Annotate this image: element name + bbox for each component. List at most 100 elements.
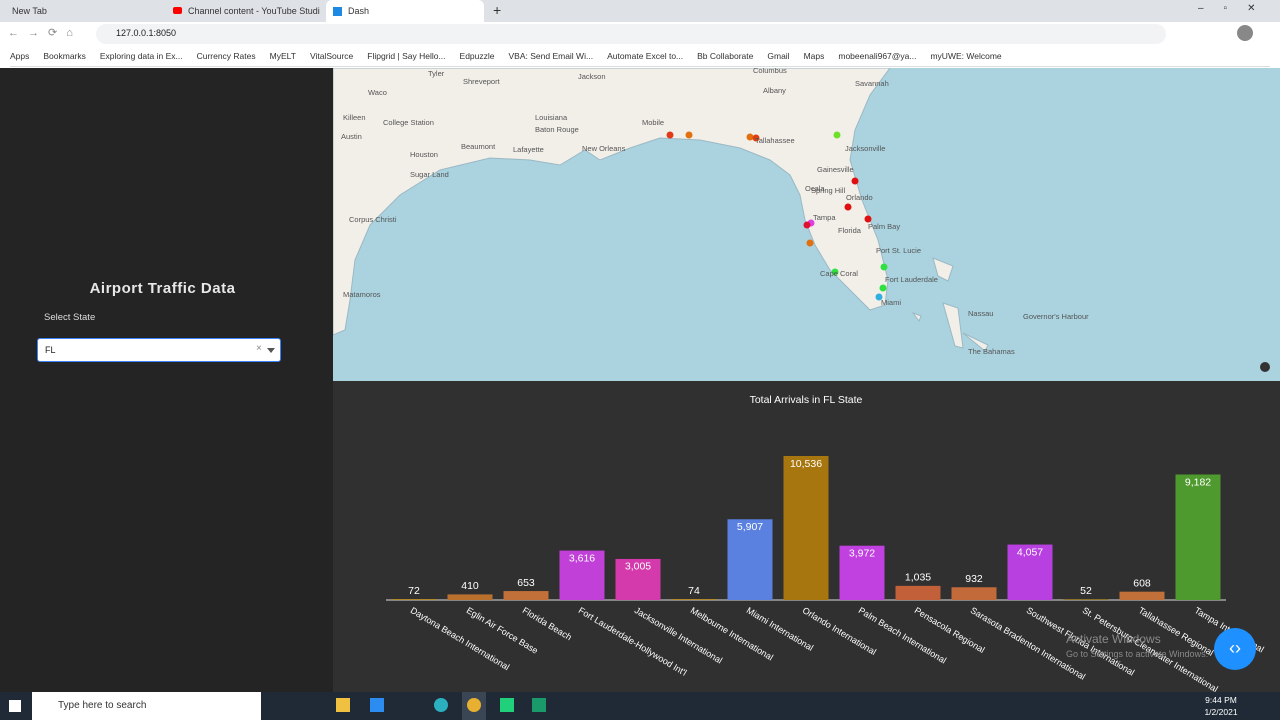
bahamas bbox=[911, 257, 989, 352]
map-label: Lafayette bbox=[513, 145, 544, 154]
map[interactable]: Tyler Shreveport Jackson Columbus Albany Sava… bbox=[333, 68, 1280, 381]
tab[interactable]: Channel content - YouTube Studi bbox=[188, 6, 320, 16]
value-label: 72 bbox=[408, 585, 420, 597]
map-label: Matamoros bbox=[343, 290, 381, 299]
airport-dot[interactable] bbox=[803, 221, 811, 229]
airport-dot[interactable] bbox=[806, 239, 814, 247]
dropdown-arrow[interactable] bbox=[267, 348, 275, 353]
bookmark[interactable]: Maps bbox=[803, 51, 825, 61]
map-label: Miami bbox=[881, 298, 901, 307]
start-button[interactable] bbox=[9, 700, 21, 712]
dropdown-label: Select State bbox=[44, 312, 96, 323]
dash-debug-button[interactable]: ‹› bbox=[1214, 628, 1256, 670]
bookmark[interactable]: Edpuzzle bbox=[459, 51, 495, 61]
bookmarks-bar: Apps Bookmarks Exploring data in Ex... Curr… bbox=[10, 46, 1270, 67]
map-label: Columbus bbox=[753, 68, 787, 75]
map-label: Governor's Harbour bbox=[1023, 312, 1089, 321]
airport-dot[interactable] bbox=[746, 133, 754, 141]
state-dropdown[interactable]: FL × bbox=[37, 338, 281, 362]
bar bbox=[783, 456, 829, 600]
map-label: Jacksonville bbox=[845, 144, 885, 153]
profile-avatar[interactable] bbox=[1237, 25, 1253, 41]
value-label: 3,005 bbox=[625, 561, 651, 573]
url[interactable]: 127.0.0.1:8050 bbox=[116, 28, 177, 38]
bookmark[interactable]: VBA: Send Email Wi... bbox=[508, 51, 594, 61]
airport-dot[interactable] bbox=[879, 284, 887, 292]
airport-dot[interactable] bbox=[880, 263, 888, 271]
chrome-icon[interactable] bbox=[467, 698, 481, 712]
bookmark[interactable]: mobeenali967@ya... bbox=[838, 51, 917, 61]
bookmark[interactable]: Automate Excel to... bbox=[607, 51, 684, 61]
map-label: Mobile bbox=[642, 118, 664, 127]
value-label: 9,182 bbox=[1185, 476, 1211, 488]
clear-button[interactable]: × bbox=[256, 343, 262, 354]
value-label: 3,616 bbox=[569, 552, 595, 564]
value-label: 608 bbox=[1133, 577, 1151, 589]
map-label: Orlando bbox=[846, 193, 873, 202]
tab-active[interactable]: Dash bbox=[326, 0, 484, 22]
airport-dot[interactable] bbox=[685, 131, 693, 139]
airport-dot[interactable] bbox=[666, 131, 674, 139]
map-label: Albany bbox=[763, 86, 786, 95]
bookmark[interactable]: Exploring data in Ex... bbox=[99, 51, 183, 61]
bar bbox=[839, 545, 885, 600]
bookmark[interactable]: Currency Rates bbox=[196, 51, 256, 61]
bookmark[interactable]: VitalSource bbox=[309, 51, 354, 61]
bar bbox=[615, 558, 661, 600]
dash-icon bbox=[333, 7, 342, 16]
app-icon[interactable] bbox=[500, 698, 514, 712]
map-label: Sugar Land bbox=[410, 170, 449, 179]
bookmark[interactable]: myUWE: Welcome bbox=[930, 51, 1002, 61]
map-label: Port St. Lucie bbox=[876, 246, 921, 255]
map-label: Fort Lauderdale bbox=[885, 275, 938, 284]
bar bbox=[391, 599, 437, 600]
bar bbox=[1063, 599, 1109, 600]
map-info[interactable] bbox=[1260, 362, 1270, 372]
map-label: Tyler bbox=[428, 69, 445, 78]
dropdown-value: FL bbox=[45, 345, 56, 355]
map-label: Killeen bbox=[343, 113, 366, 122]
window-controls[interactable]: –▫✕ bbox=[1198, 3, 1276, 14]
airport-dot[interactable] bbox=[875, 293, 883, 301]
address-bar[interactable] bbox=[96, 24, 1166, 44]
bookmark[interactable]: Gmail bbox=[767, 51, 790, 61]
bar bbox=[503, 591, 549, 600]
airport-dot[interactable] bbox=[833, 131, 841, 139]
bookmark[interactable]: Apps bbox=[10, 51, 30, 61]
value-label: 932 bbox=[965, 573, 983, 585]
airport-dot[interactable] bbox=[864, 215, 872, 223]
value-label: 3,972 bbox=[849, 547, 875, 559]
app-icon[interactable] bbox=[370, 698, 384, 712]
app-icon[interactable] bbox=[532, 698, 546, 712]
search-box[interactable]: Type here to search bbox=[32, 692, 261, 720]
map-label: Ocala bbox=[805, 184, 825, 193]
x-tick-label: Florida Beach bbox=[521, 605, 574, 642]
bookmark[interactable]: Bookmarks bbox=[43, 51, 86, 61]
map-label: Spring Hill bbox=[811, 186, 846, 195]
watermark-title: Activate Windows bbox=[1066, 632, 1161, 646]
clock-date: 1/2/2021 bbox=[1204, 707, 1238, 717]
bar bbox=[1175, 474, 1221, 600]
map-label: Gainesville bbox=[817, 165, 854, 174]
value-label: 5,907 bbox=[737, 521, 763, 533]
tab[interactable]: New Tab bbox=[12, 6, 47, 16]
map-label: The Bahamas bbox=[968, 347, 1015, 356]
bookmark[interactable]: MyELT bbox=[269, 51, 296, 61]
bookmark[interactable]: Flipgrid | Say Hello... bbox=[367, 51, 446, 61]
airport-dot[interactable] bbox=[752, 134, 760, 142]
youtube-icon bbox=[173, 7, 182, 14]
map-label: Nassau bbox=[968, 309, 993, 318]
new-tab-button[interactable]: + bbox=[493, 2, 502, 18]
airport-dot[interactable] bbox=[851, 177, 859, 185]
app-icon[interactable] bbox=[434, 698, 448, 712]
map-label: New Orleans bbox=[582, 144, 626, 153]
app-icon[interactable] bbox=[336, 698, 350, 712]
x-tick-label: Fort Lauderdale-Hollywood Int'l bbox=[577, 605, 689, 678]
airport-dot[interactable] bbox=[831, 268, 839, 276]
bar bbox=[1119, 591, 1165, 600]
bookmark[interactable]: Bb Collaborate bbox=[697, 51, 754, 61]
airport-dot[interactable] bbox=[844, 203, 852, 211]
map-label: Baton Rouge bbox=[535, 125, 579, 134]
nav-buttons[interactable]: ←→⟳⌂ bbox=[8, 27, 82, 39]
